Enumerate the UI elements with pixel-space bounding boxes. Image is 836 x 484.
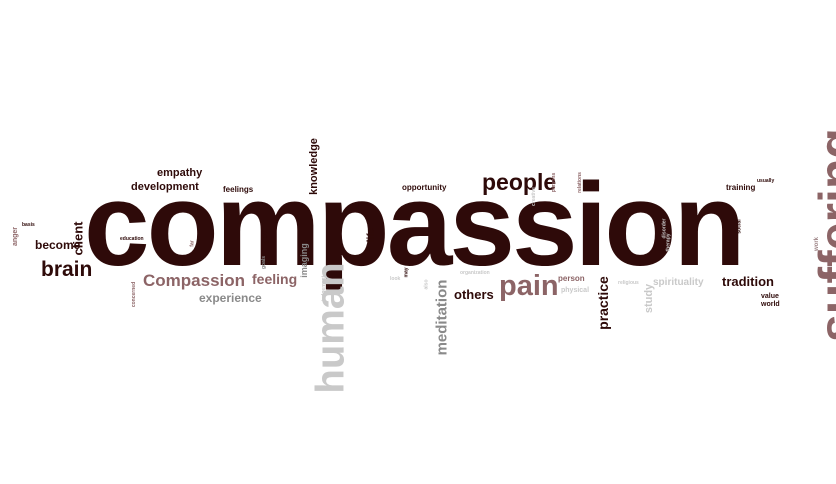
word-education: education <box>120 236 144 242</box>
word-goals: goals <box>261 255 268 270</box>
word-pain: pain <box>499 270 559 302</box>
word-study: study <box>643 283 656 314</box>
word-empathy: empathy <box>157 167 203 179</box>
word-practice: practice <box>594 276 611 330</box>
word-become: become <box>35 238 81 252</box>
word-imaging: imaging <box>298 243 309 278</box>
word-feelings: feelings <box>223 185 254 194</box>
word-judgement: judgement <box>321 275 328 302</box>
word-people: people <box>482 169 557 195</box>
word-far: far <box>189 240 196 247</box>
word-tradition: tradition <box>722 274 774 289</box>
word-may: may <box>403 267 410 278</box>
word-compassion: compassion <box>84 159 746 291</box>
word-suffering: suffering <box>808 128 836 342</box>
word-experience: experience <box>199 291 262 305</box>
word-physical: physical <box>561 287 590 294</box>
word-creative: creative <box>530 187 537 206</box>
word-brain: brain <box>41 258 93 281</box>
word-others: others <box>454 287 494 302</box>
word-feeling: feeling <box>252 271 298 287</box>
word-religious: religious <box>618 280 639 286</box>
word-spirituality: spirituality <box>653 277 704 288</box>
word-look: look <box>390 276 401 282</box>
word-meditation: meditation <box>433 279 451 356</box>
word-value: value <box>761 293 779 300</box>
word-also: also <box>423 279 430 290</box>
word-training: training <box>726 183 756 192</box>
word-social: social <box>736 219 743 234</box>
word-anger: anger <box>12 226 20 247</box>
word-organization: organization <box>460 270 490 276</box>
word-development: development <box>131 181 199 193</box>
word-work: work <box>814 236 821 252</box>
word-human: human <box>308 262 353 394</box>
word-disorder: disorder <box>661 218 668 239</box>
word-god: god <box>260 229 270 245</box>
word-life: life <box>366 227 378 243</box>
word-basis: basis <box>22 222 35 228</box>
word-knowledge: knowledge <box>307 138 320 195</box>
word-person: person <box>558 274 585 283</box>
word-relations: relations <box>576 172 583 193</box>
word-compassion-capital: Compassion <box>143 271 246 290</box>
word-client: client <box>70 221 86 256</box>
word-usually: usually <box>757 178 775 184</box>
word-world: world <box>761 301 780 308</box>
word-opportunity: opportunity <box>402 183 447 192</box>
word-concerned: concerned <box>131 281 138 308</box>
word-persons: persons <box>551 172 558 193</box>
